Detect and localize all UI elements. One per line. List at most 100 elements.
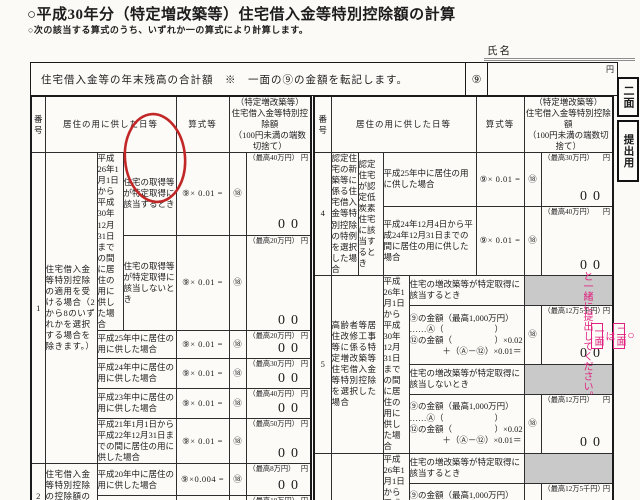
amount-header-line1: （特定増改築等）: [235, 97, 304, 107]
date-cell: 平成26年1月1日から平成30年12月31日までの間に居住の用に供した場合: [96, 152, 124, 331]
result-ref-18: ⑱: [523, 393, 542, 454]
group-label-1: 住宅借入金等特別控除の適用を受ける場合（2から8のいずれかを選択する場合を除きま…: [44, 152, 98, 465]
yen-unit: 円: [602, 484, 611, 493]
formula-cell: ⑨× 0.01 =: [175, 357, 230, 389]
result-ref-18: ⑱: [228, 329, 247, 359]
group-number-5: 5: [313, 274, 332, 454]
max-label: （最高12万5千円）: [543, 306, 605, 315]
formula-line1: ⑨の金額（最高1,000万円）: [409, 401, 514, 412]
note-mid-text: は: [603, 331, 614, 341]
date-cell: 平成25年中に居住の用に供した場合: [382, 152, 477, 207]
formula-line1: ⑨の金額（最高1,000万円）: [409, 490, 514, 500]
amount-header-line2: 住宅借入金等特別控除額: [525, 108, 611, 130]
group-label-6: 断熱改修工事等に係る特定増改築等住宅借入金等特別控除を選択した場合: [330, 452, 384, 500]
amount-value: 00: [278, 370, 305, 386]
formula-line2: ……Ⓐ（ ）: [409, 323, 504, 334]
formula-cell: ⑨×0.004 =: [175, 463, 230, 497]
date-cell: 平成24年中に居住の用に供した場合: [96, 357, 177, 389]
submission-note: ○ 二面 は 一面 と一緒に提出してください。: [581, 186, 638, 486]
amount-cell[interactable]: （最高30万円） 円 00: [245, 357, 312, 389]
amount-header-line3: （100円未満の端数切捨て）: [233, 130, 306, 152]
formula-cell: ⑨× 0.01 =: [175, 329, 230, 359]
yen-unit: 円: [300, 359, 309, 368]
max-label: （最高12万5千円）: [543, 484, 605, 493]
amount-value: 00: [278, 477, 305, 493]
page-two-tab: 二面: [617, 77, 639, 117]
formula-cell: ⑨× 0.01 =: [175, 152, 230, 236]
max-label: （最高12万円）: [543, 395, 594, 404]
formula-cell: ⑨の金額（最高1,000万円） ……Ⓐ（ ） ⑫の金額（ ）×0.02 ＋（Ⓐ－…: [408, 304, 525, 365]
formula-line3: ⑫の金額（ ）×0.02: [409, 334, 523, 345]
shaded-cell: [523, 274, 614, 306]
formula-cell: ⑨の金額（最高1,000万円） ……Ⓐ（ ） ⑫の金額（ ）×0.02 ＋（Ⓐ－…: [408, 482, 525, 500]
max-label: （最高8万円）: [248, 465, 296, 474]
amount-header-line3: （100円未満の端数切捨て）: [527, 130, 609, 152]
yen-unit: 円: [301, 497, 308, 500]
amount-value: 00: [580, 188, 607, 204]
yen-unit: 円: [300, 389, 309, 398]
name-input-area[interactable]: [484, 44, 635, 61]
amount-cell[interactable]: （最高40万円） 円 00: [245, 387, 312, 419]
formula-line3: ⑫の金額（ ）×0.02: [409, 423, 523, 434]
date-cell: 平成23年中に居住の用に供した場合: [96, 387, 177, 419]
amount-header-line2: 住宅借入金等特別控除額: [231, 108, 309, 130]
yen-unit: 円: [602, 154, 611, 163]
note-tail-text: と一緒に提出してください。: [581, 271, 592, 401]
result-ref-18: ⑱: [228, 463, 247, 497]
result-ref-18: ⑱: [228, 417, 247, 465]
result-ref-18: ⑱: [523, 304, 542, 365]
amount-cell[interactable]: （最高12万円） 円 00: [540, 393, 614, 454]
max-label: （最高30万円）: [543, 154, 594, 163]
formula-cell: ⑨×0.004 =: [175, 495, 230, 500]
yen-unit: 円: [300, 154, 309, 163]
amount-cell[interactable]: （最高40万円） 円 00: [540, 205, 614, 276]
col-header-number: 番号: [313, 95, 332, 154]
col-header-date: 居住の用に供した日等: [330, 95, 477, 154]
summary-label: 住宅借入金等の年末残高の合計額 ※ 一面の⑨の金額を転記します。: [41, 74, 408, 86]
amount-cell[interactable]: （最高30万円） 円 00: [540, 152, 614, 207]
yen-unit: 円: [300, 236, 309, 245]
date-cell: 平成25年中に居住の用に供した場合: [96, 329, 177, 359]
amount-cell[interactable]: （最高10万円） 円 00: [245, 495, 312, 500]
amount-cell[interactable]: （最高8万円） 円 00: [245, 463, 312, 497]
result-ref-18: ⑱: [523, 205, 542, 276]
condition-cell: 住宅の取得等が特定取得に該当しないとき: [122, 234, 177, 331]
note-page-two-box: 二面: [613, 323, 625, 349]
yen-unit: 円: [602, 306, 611, 315]
amount-cell[interactable]: （最高20万円） 円 00: [245, 234, 312, 331]
formula-line1: ⑨の金額（最高1,000万円）: [409, 312, 514, 323]
condition-cell: 住宅の増改築等が特定取得に該当しないとき: [408, 363, 525, 395]
date-cell: 平成20年中に居住の用に供した場合: [96, 463, 177, 497]
result-ref-18: ⑱: [228, 152, 247, 236]
group-number-6: 6: [313, 452, 332, 500]
summary-ref-9: ⑨: [465, 63, 487, 95]
amount-value: 00: [278, 445, 305, 461]
amount-value: 00: [278, 312, 305, 328]
col-header-formula: 算式等: [475, 95, 525, 154]
max-label: （最高20万円）: [248, 236, 299, 245]
result-ref-18: ⑱: [523, 482, 542, 500]
amount-value: 00: [278, 400, 305, 416]
amount-value: 00: [278, 217, 305, 233]
shaded-cell: [523, 363, 614, 395]
max-label: （最高30万円）: [248, 359, 299, 368]
amount-value: 00: [580, 346, 607, 362]
amount-cell[interactable]: （最高12万5千円） 円 00: [540, 482, 614, 500]
col-header-number: 番号: [30, 95, 46, 154]
amount-value: 00: [580, 435, 607, 451]
amount-cell[interactable]: （最高50万円） 円 00: [245, 417, 312, 465]
amount-cell[interactable]: （最高20万円） 円 00: [245, 329, 312, 359]
amount-value: 00: [278, 340, 305, 356]
group-number-2: 2: [30, 463, 46, 500]
amount-cell[interactable]: （最高40万円） 円 00: [245, 152, 312, 236]
result-ref-18: ⑱: [228, 234, 247, 331]
year-end-balance-row: 住宅借入金等の年末残高の合計額 ※ 一面の⑨の金額を転記します。 ⑨ 円: [30, 62, 618, 96]
formula-cell: ⑨× 0.01 =: [175, 234, 230, 331]
amount-cell[interactable]: （最高12万5千円） 円 00: [540, 304, 614, 365]
group-label-4-outer: 認定住宅の新築等に係る住宅借入金等特別控除の特例を選択した場合: [330, 152, 359, 276]
summary-amount-field[interactable]: 円: [487, 63, 617, 95]
note-page-one-box: 一面: [591, 323, 603, 349]
max-label: （最高40万円）: [248, 389, 299, 398]
yen-unit: 円: [602, 395, 611, 404]
